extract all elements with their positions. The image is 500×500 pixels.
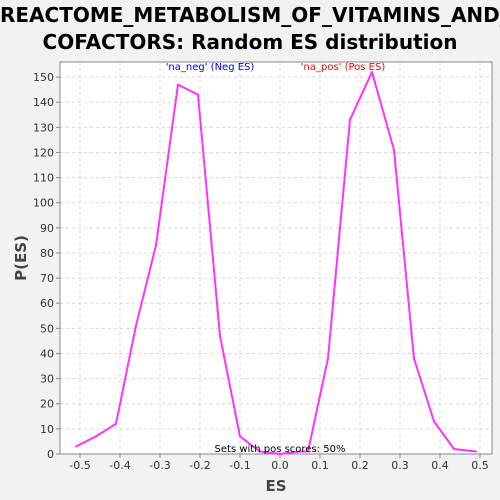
- data-point: [259, 450, 261, 453]
- data-point: [393, 148, 395, 151]
- y-tick-label: 90: [40, 222, 54, 235]
- y-tick-label: 140: [33, 96, 54, 109]
- x-tick-label: 0.1: [311, 459, 329, 472]
- x-tick-label: -0.1: [229, 459, 250, 472]
- chart-title: REACTOME_METABOLISM_OF_VITAMINS_AND_ COF…: [0, 3, 500, 54]
- y-tick-label: 20: [40, 398, 54, 411]
- y-tick-label: 110: [33, 172, 54, 185]
- y-tick-label: 10: [40, 423, 54, 436]
- x-tick-label: -0.4: [109, 459, 130, 472]
- x-tick-label: 0.3: [391, 459, 409, 472]
- y-tick-label: 70: [40, 272, 54, 285]
- y-tick-label: 50: [40, 322, 54, 335]
- y-tick-label: 120: [33, 146, 54, 159]
- data-point: [433, 420, 435, 423]
- x-tick-label: 0.2: [351, 459, 369, 472]
- data-point: [115, 422, 117, 425]
- data-point: [219, 334, 221, 337]
- data-point: [453, 447, 455, 450]
- footer-annotation: Sets with pos scores: 50%: [215, 444, 346, 455]
- y-tick-label: 0: [47, 448, 54, 461]
- data-point: [475, 450, 477, 453]
- data-point: [135, 324, 137, 327]
- data-point: [75, 445, 77, 448]
- data-point: [95, 435, 97, 438]
- data-point: [327, 357, 329, 360]
- data-point: [299, 450, 301, 453]
- data-point: [177, 83, 179, 86]
- annotation-pos: 'na_pos' (Pos ES): [301, 62, 386, 73]
- x-axis-label: ES: [265, 477, 286, 495]
- x-tick-label: 0.0: [271, 459, 289, 472]
- data-point: [307, 450, 309, 453]
- y-tick-label: 60: [40, 297, 54, 310]
- data-point: [197, 93, 199, 96]
- series-layer: [75, 71, 477, 455]
- data-point: [279, 453, 281, 455]
- y-tick-label: 30: [40, 373, 54, 386]
- y-tick-label: 150: [33, 71, 54, 84]
- x-tick-label: -0.5: [69, 459, 90, 472]
- y-tick-label: 80: [40, 247, 54, 260]
- data-point: [349, 118, 351, 121]
- x-tick-label: 0.5: [471, 459, 489, 472]
- data-point: [413, 357, 415, 360]
- y-tick-label: 40: [40, 347, 54, 360]
- x-tick-label: -0.2: [189, 459, 210, 472]
- y-tick-label: 130: [33, 121, 54, 134]
- data-point: [155, 244, 157, 247]
- y-axis-label: P(ES): [12, 235, 30, 281]
- x-tick-label: -0.3: [149, 459, 170, 472]
- grid: [60, 62, 492, 455]
- data-point: [371, 71, 373, 74]
- data-point: [239, 435, 241, 438]
- x-tick-label: 0.4: [431, 459, 449, 472]
- axes: -0.5 -0.4 -0.3 -0.2 -0.1 0.0 0.1 0.2 0.3 0.4 0.5 0 1…: [33, 61, 493, 472]
- y-tick-label: 100: [33, 197, 54, 210]
- annotation-neg: 'na_neg' (Neg ES): [166, 62, 255, 73]
- plot-area: [60, 62, 492, 454]
